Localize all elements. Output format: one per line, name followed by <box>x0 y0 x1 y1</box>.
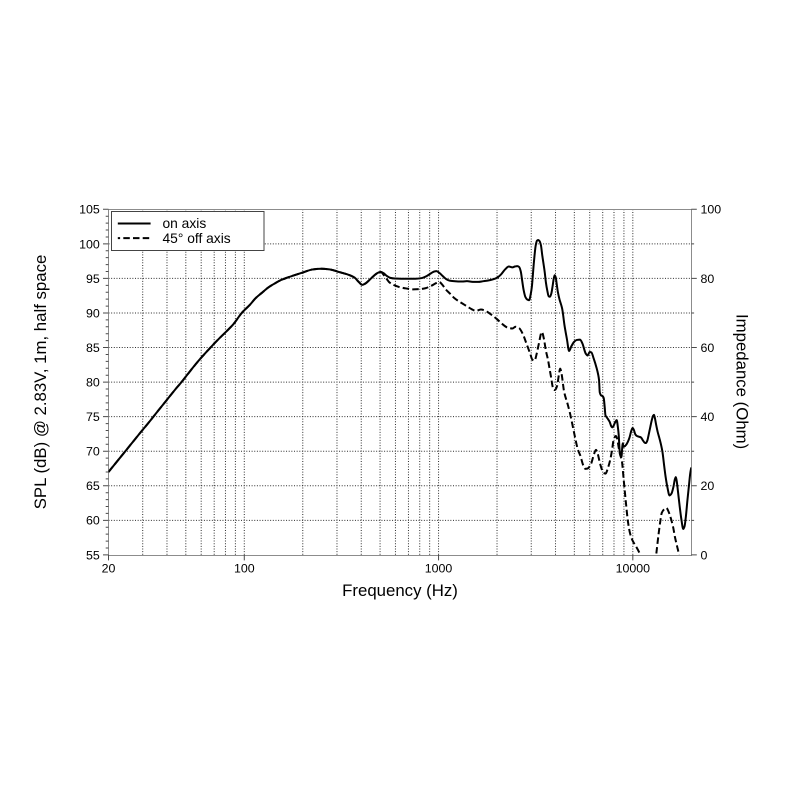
svg-text:55: 55 <box>86 548 100 562</box>
svg-text:on axis: on axis <box>163 216 207 231</box>
svg-text:1000: 1000 <box>425 562 453 576</box>
svg-text:100: 100 <box>701 203 722 217</box>
svg-text:20: 20 <box>701 479 715 493</box>
svg-text:100: 100 <box>79 237 100 251</box>
svg-text:10000: 10000 <box>616 562 651 576</box>
svg-text:90: 90 <box>86 306 100 320</box>
svg-text:60: 60 <box>86 514 100 528</box>
svg-text:70: 70 <box>86 445 100 459</box>
svg-text:Frequency (Hz): Frequency (Hz) <box>342 581 458 600</box>
svg-text:75: 75 <box>86 410 100 424</box>
svg-text:80: 80 <box>86 376 100 390</box>
svg-text:40: 40 <box>701 410 715 424</box>
svg-text:20: 20 <box>102 562 116 576</box>
svg-text:SPL (dB) @ 2.83V, 1m, half spa: SPL (dB) @ 2.83V, 1m, half space <box>31 255 50 510</box>
svg-text:0: 0 <box>701 548 708 562</box>
svg-text:Impedance (Ohm): Impedance (Ohm) <box>732 314 751 449</box>
svg-text:95: 95 <box>86 272 100 286</box>
svg-text:85: 85 <box>86 341 100 355</box>
svg-text:100: 100 <box>234 562 255 576</box>
svg-text:65: 65 <box>86 479 100 493</box>
svg-text:45° off axis: 45° off axis <box>163 231 231 246</box>
svg-text:105: 105 <box>79 203 100 217</box>
svg-text:60: 60 <box>701 341 715 355</box>
svg-text:80: 80 <box>701 272 715 286</box>
